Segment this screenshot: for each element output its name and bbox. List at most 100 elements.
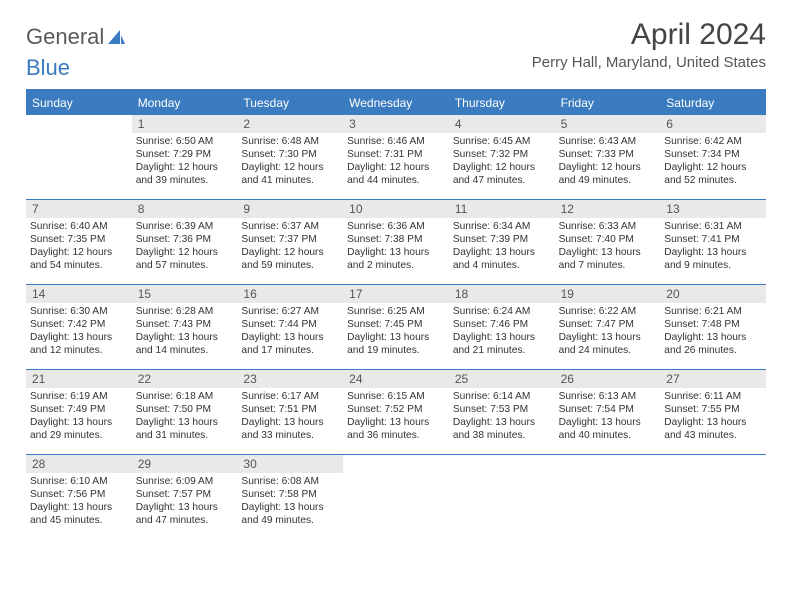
- day-cell: 11 Sunrise: 6:34 AMSunset: 7:39 PMDayligh…: [449, 200, 555, 284]
- info-line: Daylight: 12 hours: [241, 161, 339, 174]
- info-line: Sunrise: 6:09 AM: [136, 475, 234, 488]
- day-number: [555, 455, 661, 473]
- day-number: [449, 455, 555, 473]
- info-line: Sunset: 7:42 PM: [30, 318, 128, 331]
- title-block: April 2024 Perry Hall, Maryland, United …: [532, 18, 766, 71]
- info-line: Sunrise: 6:37 AM: [241, 220, 339, 233]
- day-number: 20: [660, 285, 766, 303]
- info-line: and 47 minutes.: [136, 514, 234, 527]
- day-header-row: Sunday Monday Tuesday Wednesday Thursday…: [26, 92, 766, 115]
- info-line: Sunset: 7:55 PM: [664, 403, 762, 416]
- info-line: Sunset: 7:45 PM: [347, 318, 445, 331]
- day-cell: 3Sunrise: 6:46 AMSunset: 7:31 PMDaylight…: [343, 115, 449, 199]
- info-line: and 41 minutes.: [241, 174, 339, 187]
- info-line: and 2 minutes.: [347, 259, 445, 272]
- info-line: and 47 minutes.: [453, 174, 551, 187]
- info-line: Daylight: 13 hours: [453, 246, 551, 259]
- info-line: Sunrise: 6:22 AM: [559, 305, 657, 318]
- day-cell: 23Sunrise: 6:17 AMSunset: 7:51 PMDayligh…: [237, 370, 343, 454]
- info-line: and 26 minutes.: [664, 344, 762, 357]
- info-line: Daylight: 13 hours: [136, 416, 234, 429]
- info-line: and 7 minutes.: [559, 259, 657, 272]
- day-number: 5: [555, 115, 661, 133]
- day-cell: [343, 455, 449, 539]
- info-line: Daylight: 13 hours: [30, 331, 128, 344]
- info-line: Sunrise: 6:30 AM: [30, 305, 128, 318]
- info-line: and 40 minutes.: [559, 429, 657, 442]
- week-row: 7Sunrise: 6:40 AMSunset: 7:35 PMDaylight…: [26, 200, 766, 285]
- info-line: and 21 minutes.: [453, 344, 551, 357]
- day-number: 15: [132, 285, 238, 303]
- week-row: 28Sunrise: 6:10 AMSunset: 7:56 PMDayligh…: [26, 455, 766, 539]
- day-cell: 27Sunrise: 6:11 AMSunset: 7:55 PMDayligh…: [660, 370, 766, 454]
- day-info: Sunrise: 6:19 AMSunset: 7:49 PMDaylight:…: [30, 390, 128, 442]
- day-info: Sunrise: 6:25 AMSunset: 7:45 PMDaylight:…: [347, 305, 445, 357]
- info-line: Daylight: 13 hours: [559, 246, 657, 259]
- info-line: Sunrise: 6:34 AM: [453, 220, 551, 233]
- calendar-grid: Sunday Monday Tuesday Wednesday Thursday…: [26, 89, 766, 539]
- info-line: Daylight: 12 hours: [136, 246, 234, 259]
- info-line: Sunset: 7:38 PM: [347, 233, 445, 246]
- day-cell: 13Sunrise: 6:31 AMSunset: 7:41 PMDayligh…: [660, 200, 766, 284]
- info-line: Sunset: 7:40 PM: [559, 233, 657, 246]
- day-info: Sunrise: 6:42 AMSunset: 7:34 PMDaylight:…: [664, 135, 762, 187]
- info-line: Daylight: 13 hours: [664, 246, 762, 259]
- brand-part1: General: [26, 24, 104, 50]
- info-line: Sunrise: 6:33 AM: [559, 220, 657, 233]
- info-line: and 49 minutes.: [559, 174, 657, 187]
- info-line: Sunrise: 6:42 AM: [664, 135, 762, 148]
- info-line: Sunset: 7:32 PM: [453, 148, 551, 161]
- info-line: Sunset: 7:36 PM: [136, 233, 234, 246]
- day-number: 11: [449, 200, 555, 218]
- day-info: Sunrise: 6:33 AMSunset: 7:40 PMDaylight:…: [559, 220, 657, 272]
- info-line: Daylight: 13 hours: [347, 416, 445, 429]
- day-cell: 19Sunrise: 6:22 AMSunset: 7:47 PMDayligh…: [555, 285, 661, 369]
- info-line: Sunrise: 6:24 AM: [453, 305, 551, 318]
- info-line: Daylight: 12 hours: [241, 246, 339, 259]
- day-info: Sunrise: 6:14 AMSunset: 7:53 PMDaylight:…: [453, 390, 551, 442]
- week-row: 1Sunrise: 6:50 AMSunset: 7:29 PMDaylight…: [26, 115, 766, 200]
- day-cell: 22Sunrise: 6:18 AMSunset: 7:50 PMDayligh…: [132, 370, 238, 454]
- info-line: Sunrise: 6:25 AM: [347, 305, 445, 318]
- day-info: Sunrise: 6:34 AMSunset: 7:39 PMDaylight:…: [453, 220, 551, 272]
- day-info: Sunrise: 6:10 AMSunset: 7:56 PMDaylight:…: [30, 475, 128, 527]
- day-cell: 24Sunrise: 6:15 AMSunset: 7:52 PMDayligh…: [343, 370, 449, 454]
- day-header: Saturday: [660, 92, 766, 115]
- info-line: and 33 minutes.: [241, 429, 339, 442]
- info-line: and 57 minutes.: [136, 259, 234, 272]
- info-line: Sunset: 7:50 PM: [136, 403, 234, 416]
- day-cell: 4Sunrise: 6:45 AMSunset: 7:32 PMDaylight…: [449, 115, 555, 199]
- day-info: Sunrise: 6:37 AMSunset: 7:37 PMDaylight:…: [241, 220, 339, 272]
- info-line: Sunset: 7:41 PM: [664, 233, 762, 246]
- info-line: Sunrise: 6:50 AM: [136, 135, 234, 148]
- day-number: 3: [343, 115, 449, 133]
- info-line: Sunrise: 6:14 AM: [453, 390, 551, 403]
- info-line: Daylight: 13 hours: [241, 416, 339, 429]
- info-line: Daylight: 13 hours: [30, 416, 128, 429]
- info-line: Sunset: 7:29 PM: [136, 148, 234, 161]
- day-number: 2: [237, 115, 343, 133]
- day-info: Sunrise: 6:45 AMSunset: 7:32 PMDaylight:…: [453, 135, 551, 187]
- weeks-container: 1Sunrise: 6:50 AMSunset: 7:29 PMDaylight…: [26, 115, 766, 539]
- brand-logo: General: [26, 18, 128, 50]
- info-line: and 29 minutes.: [30, 429, 128, 442]
- week-row: 21Sunrise: 6:19 AMSunset: 7:49 PMDayligh…: [26, 370, 766, 455]
- info-line: Sunrise: 6:21 AM: [664, 305, 762, 318]
- day-cell: [660, 455, 766, 539]
- day-cell: [555, 455, 661, 539]
- day-number: 25: [449, 370, 555, 388]
- info-line: Sunrise: 6:18 AM: [136, 390, 234, 403]
- info-line: and 59 minutes.: [241, 259, 339, 272]
- day-number: 10: [343, 200, 449, 218]
- info-line: Daylight: 13 hours: [136, 501, 234, 514]
- info-line: Daylight: 13 hours: [453, 331, 551, 344]
- info-line: Daylight: 13 hours: [347, 331, 445, 344]
- day-cell: 7Sunrise: 6:40 AMSunset: 7:35 PMDaylight…: [26, 200, 132, 284]
- day-info: Sunrise: 6:27 AMSunset: 7:44 PMDaylight:…: [241, 305, 339, 357]
- info-line: and 52 minutes.: [664, 174, 762, 187]
- info-line: and 19 minutes.: [347, 344, 445, 357]
- day-header: Friday: [555, 92, 661, 115]
- day-cell: 2Sunrise: 6:48 AMSunset: 7:30 PMDaylight…: [237, 115, 343, 199]
- info-line: Sunrise: 6:10 AM: [30, 475, 128, 488]
- day-number: 13: [660, 200, 766, 218]
